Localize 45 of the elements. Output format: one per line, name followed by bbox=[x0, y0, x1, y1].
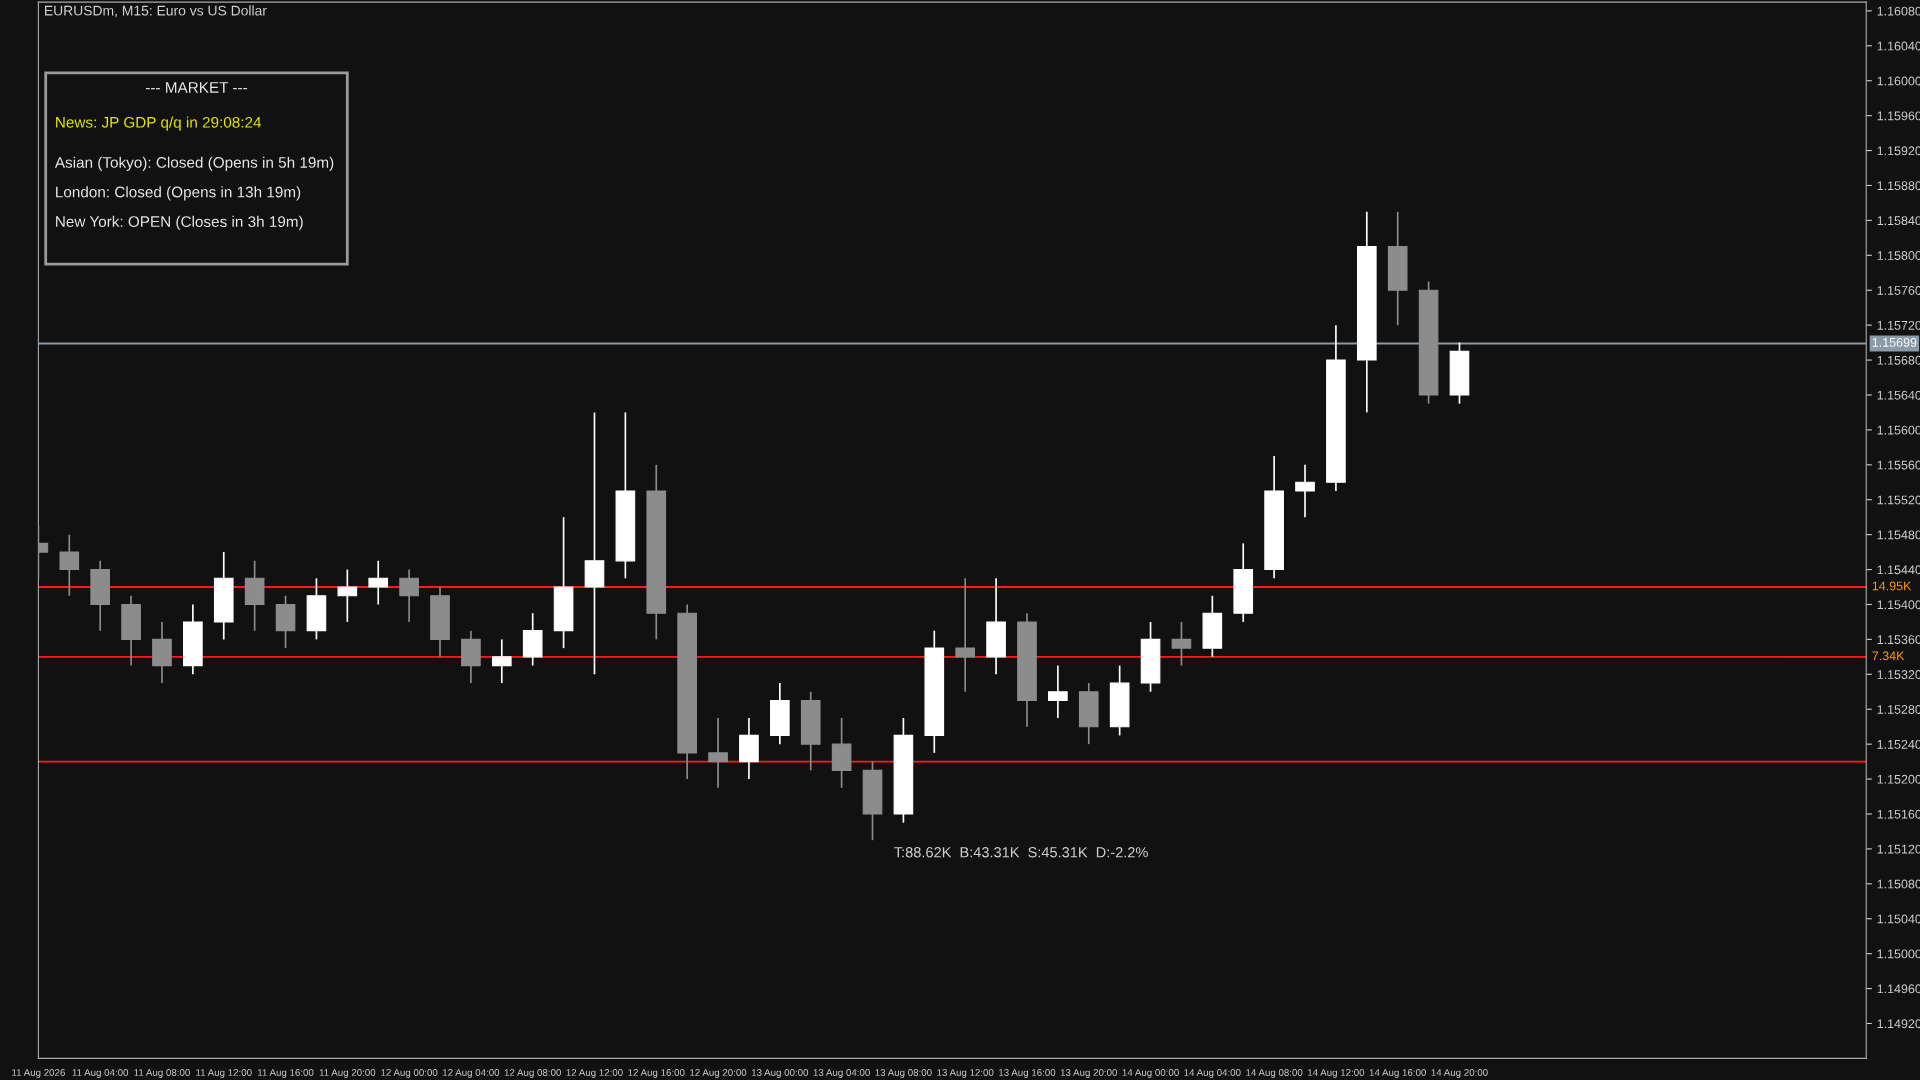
x-tick-label: 14 Aug 20:00 bbox=[1431, 1069, 1488, 1078]
x-tick-label: 14 Aug 08:00 bbox=[1246, 1069, 1303, 1078]
candlestick bbox=[59, 533, 80, 597]
ref-line-label: 1.15699 bbox=[1872, 337, 1917, 347]
x-tick-label: 13 Aug 20:00 bbox=[1060, 1069, 1118, 1078]
candlestick bbox=[1171, 621, 1192, 667]
x-tick-label: 14 Aug 00:00 bbox=[1122, 1069, 1179, 1078]
x-tick-label: 11 Aug 04:00 bbox=[72, 1069, 129, 1078]
candlestick bbox=[491, 638, 512, 684]
x-tick-label: 13 Aug 12:00 bbox=[937, 1069, 994, 1078]
annotation: --- MARKET --- bbox=[145, 82, 248, 93]
x-tick-label: 14 Aug 12:00 bbox=[1308, 1069, 1365, 1078]
candlestick bbox=[708, 717, 728, 789]
annotation: New York: OPEN (Closes in 3h 19m) bbox=[56, 215, 303, 231]
candlestick bbox=[368, 559, 389, 606]
annotation: News: JP GDP q/q in 29:08:24 bbox=[56, 116, 262, 131]
x-tick-label: 12 Aug 20:00 bbox=[690, 1069, 747, 1078]
x-tick-label: 11 Aug 2026 bbox=[12, 1069, 65, 1078]
ref-line-label: 7.34K bbox=[1872, 651, 1905, 661]
x-tick-label: 13 Aug 00:00 bbox=[751, 1069, 809, 1078]
x-tick-label: 11 Aug 08:00 bbox=[134, 1069, 190, 1078]
chart-title: EURUSDm, M15: Euro vs US Dollar bbox=[45, 5, 267, 18]
x-tick-label: 13 Aug 16:00 bbox=[999, 1069, 1056, 1078]
annotation: London: Closed (Opens in 13h 19m) bbox=[56, 186, 301, 201]
x-tick-label: 11 Aug 16:00 bbox=[257, 1069, 314, 1078]
annotation: T:88.62K B:43.31K S:45.31K D:-2.2% bbox=[894, 847, 1148, 858]
candlestick bbox=[1048, 664, 1068, 719]
candlestick bbox=[584, 411, 605, 676]
ref-line-label: 14.95K bbox=[1872, 581, 1912, 591]
x-tick-label: 11 Aug 12:00 bbox=[196, 1069, 252, 1078]
annotation: Asian (Tokyo): Closed (Opens in 5h 19m) bbox=[54, 156, 334, 171]
x-tick-label: 13 Aug 08:00 bbox=[875, 1069, 932, 1078]
x-tick-label: 12 Aug 08:00 bbox=[504, 1069, 561, 1078]
x-tick-label: 12 Aug 16:00 bbox=[628, 1069, 685, 1078]
candlestick bbox=[337, 568, 358, 623]
candlestick bbox=[399, 568, 419, 623]
x-tick-label: 12 Aug 00:00 bbox=[381, 1069, 438, 1078]
x-tick-label: 14 Aug 04:00 bbox=[1184, 1069, 1241, 1078]
x-tick-label: 12 Aug 04:00 bbox=[442, 1069, 500, 1078]
candlestick bbox=[955, 577, 976, 693]
candlestick bbox=[1295, 463, 1315, 519]
x-tick-label: 11 Aug 20:00 bbox=[319, 1069, 376, 1078]
x-tick-label: 12 Aug 12:00 bbox=[566, 1069, 623, 1078]
x-tick-label: 13 Aug 04:00 bbox=[813, 1069, 870, 1078]
x-tick-label: 14 Aug 16:00 bbox=[1369, 1069, 1426, 1078]
